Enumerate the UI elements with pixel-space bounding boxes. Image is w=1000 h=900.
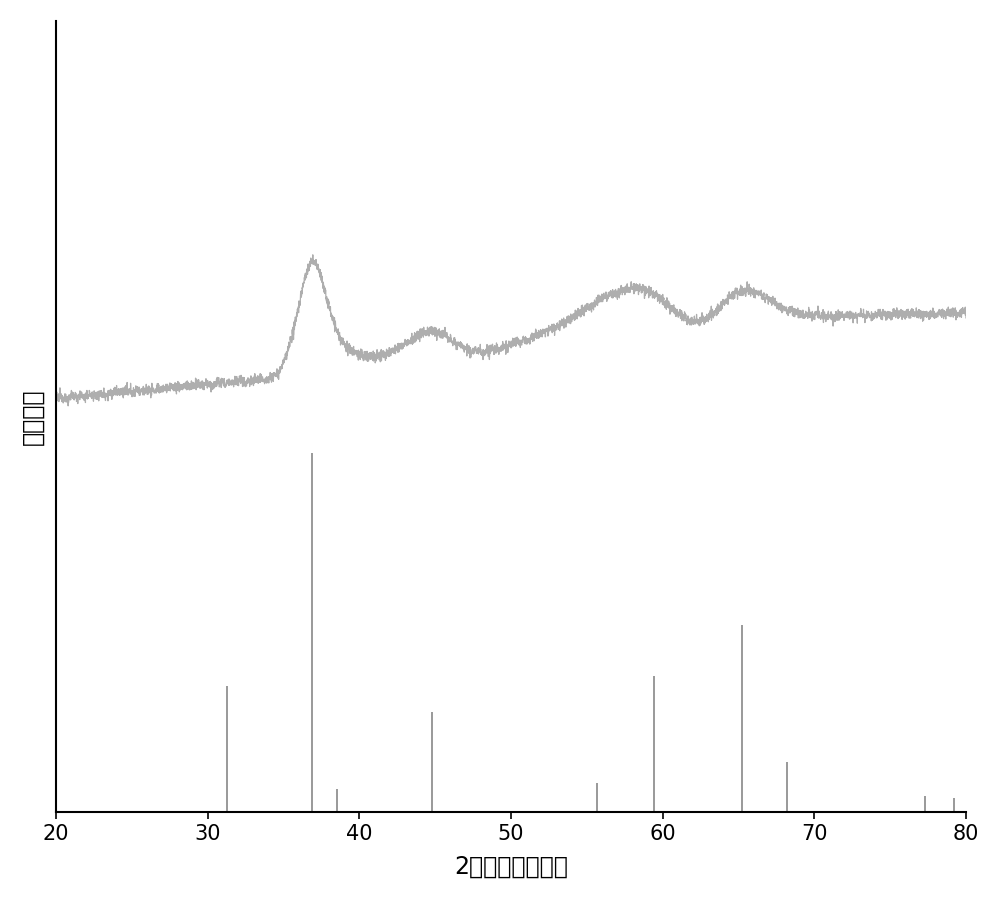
Y-axis label: 衍射强度: 衍射强度 bbox=[21, 388, 45, 445]
X-axis label: 2倍入射角（度）: 2倍入射角（度） bbox=[454, 855, 568, 879]
